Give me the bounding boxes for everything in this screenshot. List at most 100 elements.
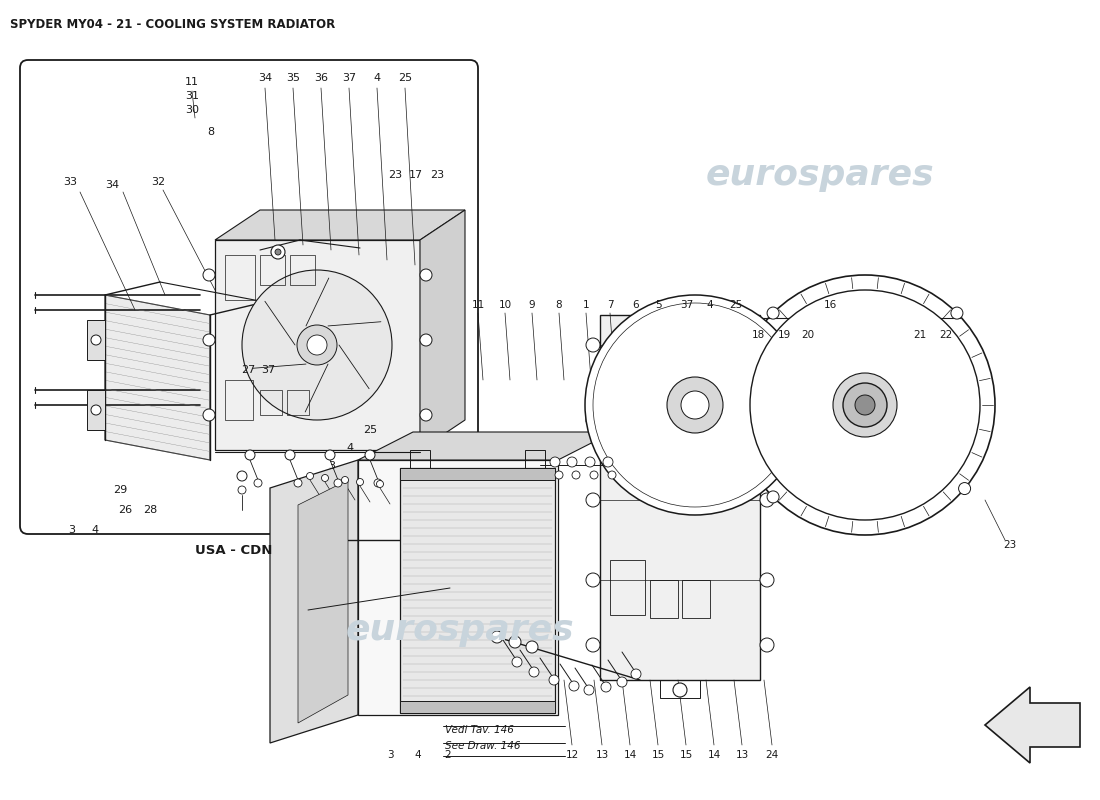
Circle shape: [631, 669, 641, 679]
Text: 11: 11: [472, 300, 485, 310]
Circle shape: [526, 641, 538, 653]
Circle shape: [681, 391, 710, 419]
Polygon shape: [87, 390, 104, 430]
Text: 26: 26: [118, 505, 132, 515]
Text: 25: 25: [398, 73, 412, 83]
Circle shape: [529, 667, 539, 677]
Bar: [226, 380, 253, 420]
Circle shape: [849, 389, 881, 421]
Text: 37: 37: [342, 73, 356, 83]
Bar: [525, 450, 544, 468]
Text: 19: 19: [778, 330, 791, 340]
Text: 25: 25: [729, 300, 743, 310]
Circle shape: [512, 657, 522, 667]
Circle shape: [760, 413, 774, 427]
Bar: [400, 701, 556, 713]
Circle shape: [843, 383, 887, 427]
Text: 15: 15: [651, 750, 664, 760]
Circle shape: [586, 338, 600, 352]
FancyBboxPatch shape: [20, 60, 478, 534]
Circle shape: [750, 290, 980, 520]
Circle shape: [254, 479, 262, 487]
Polygon shape: [298, 480, 348, 723]
Circle shape: [760, 638, 774, 652]
Text: 24: 24: [766, 750, 779, 760]
Circle shape: [365, 450, 375, 460]
Text: 5: 5: [656, 300, 662, 310]
Text: 16: 16: [824, 300, 837, 310]
Circle shape: [204, 409, 214, 421]
Bar: [287, 390, 309, 415]
Circle shape: [91, 335, 101, 345]
Circle shape: [566, 457, 578, 467]
Bar: [410, 450, 430, 468]
Bar: [400, 468, 556, 713]
Bar: [260, 390, 282, 415]
Text: 29: 29: [113, 485, 128, 495]
Circle shape: [356, 478, 363, 486]
Text: 22: 22: [939, 330, 953, 340]
Text: 9: 9: [529, 300, 536, 310]
Bar: [660, 680, 700, 698]
Polygon shape: [358, 432, 613, 460]
Circle shape: [760, 573, 774, 587]
Circle shape: [242, 270, 392, 420]
Circle shape: [285, 450, 295, 460]
Circle shape: [767, 491, 779, 503]
Text: 3: 3: [387, 750, 394, 760]
Text: 10: 10: [498, 300, 512, 310]
Text: 13: 13: [736, 750, 749, 760]
Circle shape: [549, 675, 559, 685]
Circle shape: [585, 457, 595, 467]
Circle shape: [271, 245, 285, 259]
Bar: [650, 580, 678, 618]
Circle shape: [584, 685, 594, 695]
Circle shape: [509, 636, 521, 648]
Circle shape: [586, 638, 600, 652]
Circle shape: [236, 471, 248, 481]
Circle shape: [307, 473, 314, 479]
Circle shape: [307, 335, 327, 355]
Polygon shape: [214, 210, 465, 240]
Circle shape: [294, 479, 302, 487]
Circle shape: [735, 275, 996, 535]
Text: 4: 4: [415, 750, 421, 760]
Text: 37: 37: [681, 300, 694, 310]
Circle shape: [586, 493, 600, 507]
Circle shape: [958, 482, 970, 494]
Text: 1: 1: [583, 300, 590, 310]
Text: 2: 2: [444, 750, 451, 760]
Text: See Draw. 146: See Draw. 146: [446, 741, 520, 751]
Text: 25: 25: [363, 425, 377, 435]
Bar: [358, 460, 558, 715]
Text: 14: 14: [624, 750, 637, 760]
Circle shape: [324, 450, 336, 460]
Circle shape: [91, 405, 101, 415]
Circle shape: [204, 334, 214, 346]
Text: 23: 23: [388, 170, 403, 180]
Polygon shape: [270, 460, 358, 743]
Text: SPYDER MY04 - 21 - COOLING SYSTEM RADIATOR: SPYDER MY04 - 21 - COOLING SYSTEM RADIAT…: [10, 18, 335, 31]
Text: 8: 8: [208, 127, 214, 137]
Circle shape: [586, 413, 600, 427]
Circle shape: [420, 269, 432, 281]
Text: 34: 34: [257, 73, 272, 83]
Circle shape: [585, 295, 805, 515]
Text: 6: 6: [632, 300, 639, 310]
Text: 23: 23: [430, 170, 444, 180]
Bar: [682, 580, 710, 618]
Circle shape: [204, 269, 214, 281]
Text: 34: 34: [104, 180, 119, 190]
Text: 31: 31: [185, 91, 199, 101]
Text: 8: 8: [556, 300, 562, 310]
Text: 3: 3: [68, 525, 76, 535]
Circle shape: [667, 377, 723, 433]
Text: 4: 4: [346, 443, 353, 453]
Text: 32: 32: [151, 177, 165, 187]
Circle shape: [760, 493, 774, 507]
Text: 21: 21: [913, 330, 926, 340]
Text: eurospares: eurospares: [345, 613, 574, 647]
Text: 18: 18: [751, 330, 764, 340]
Text: 37: 37: [261, 365, 275, 375]
Text: 7: 7: [607, 300, 614, 310]
